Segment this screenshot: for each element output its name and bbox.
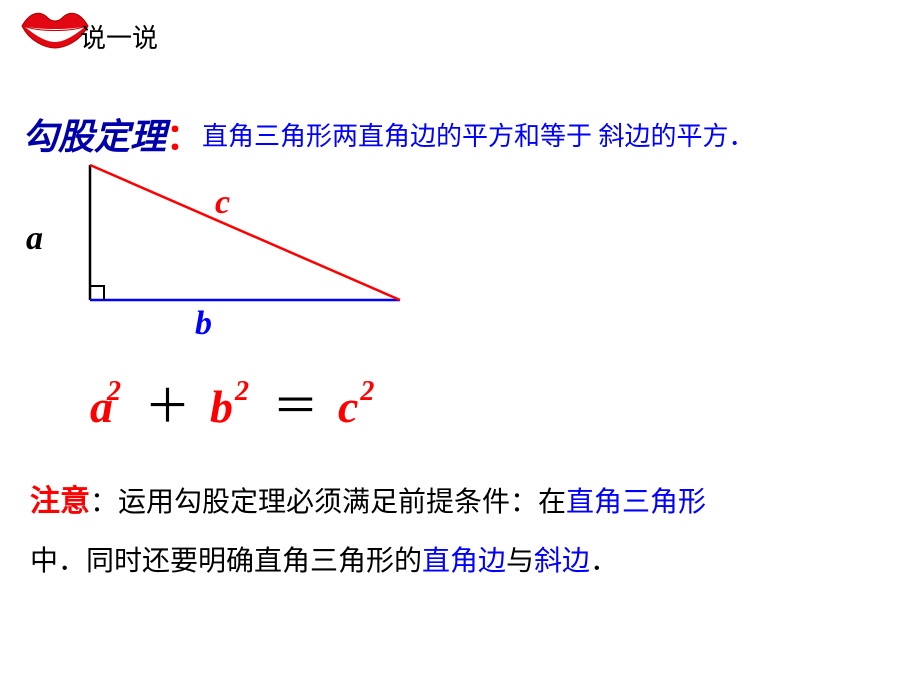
note-h1: 直角三角形 <box>566 487 706 518</box>
formula-b-sq: 2 <box>235 376 249 407</box>
section-title: 说一说 <box>80 18 158 55</box>
theorem-name: 勾股定理 <box>22 117 166 157</box>
formula-c: c <box>338 381 358 432</box>
formula-a-sq: 2 <box>107 376 121 407</box>
theorem-desc: 直角三角形两直角边的平方和等于 斜边的平方． <box>202 122 755 151</box>
note-h3: 斜边 <box>534 546 590 577</box>
note-colon: ： <box>90 487 118 518</box>
note-t4: ． <box>590 546 618 577</box>
formula-c-sq: 2 <box>360 376 374 407</box>
triangle-label-c: c <box>215 184 230 222</box>
formula-eq: ＝ <box>273 381 319 432</box>
theorem-line: 勾股定理：直角三角形两直角边的平方和等于 斜边的平方． <box>22 108 755 160</box>
note-t2: 中．同时还要明确直角三角形的 <box>30 546 422 577</box>
triangle-label-a: a <box>26 220 43 258</box>
note-block: 注意：运用勾股定理必须满足前提条件：在直角三角形中．同时还要明确直角三角形的直角… <box>30 470 890 592</box>
triangle-label-b: b <box>195 305 212 343</box>
formula-plus: ＋ <box>145 381 191 432</box>
formula-b: b <box>210 381 233 432</box>
pythagoras-formula: a2 ＋ b2 ＝ c2 <box>90 370 378 436</box>
note-h2: 直角边 <box>422 546 506 577</box>
note-label: 注意 <box>30 485 90 518</box>
note-t3: 与 <box>506 546 534 577</box>
note-t1: 运用勾股定理必须满足前提条件：在 <box>118 487 566 518</box>
theorem-colon: ： <box>166 117 202 157</box>
triangle-diagram: a b c <box>20 160 420 340</box>
